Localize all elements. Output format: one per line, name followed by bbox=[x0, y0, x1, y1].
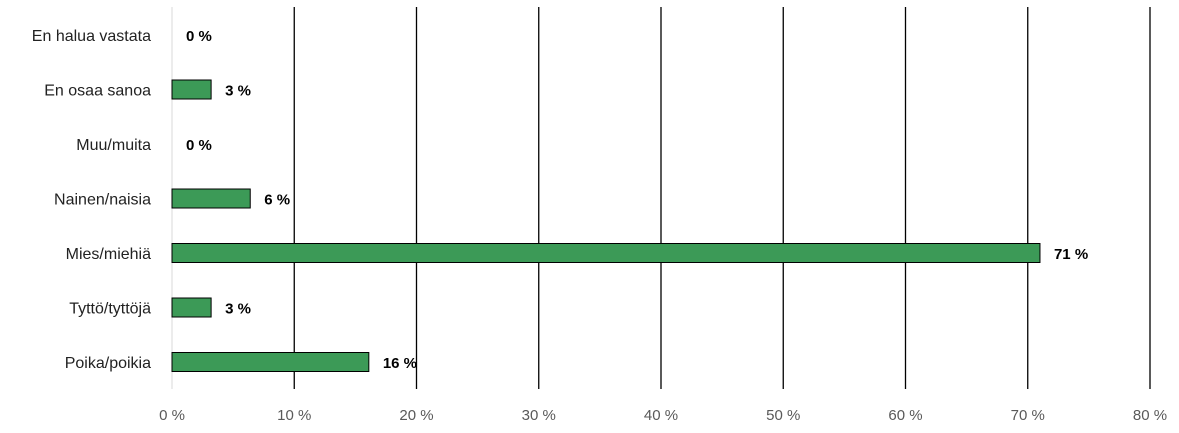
category-label: Nainen/naisia bbox=[54, 192, 151, 209]
x-tick-label: 0 % bbox=[159, 407, 185, 424]
x-tick-label: 70 % bbox=[1011, 407, 1045, 424]
category-label: En halua vastata bbox=[32, 28, 151, 45]
bar bbox=[171, 297, 212, 318]
x-tick-label: 20 % bbox=[399, 407, 433, 424]
bar bbox=[171, 188, 251, 209]
data-label: 16 % bbox=[383, 355, 417, 372]
x-tick-label: 40 % bbox=[644, 407, 678, 424]
x-tick-label: 30 % bbox=[522, 407, 556, 424]
x-tick-label: 80 % bbox=[1133, 407, 1167, 424]
bars bbox=[171, 79, 1041, 372]
data-label: 6 % bbox=[264, 192, 290, 209]
data-label: 0 % bbox=[186, 28, 212, 45]
x-tick-label: 10 % bbox=[277, 407, 311, 424]
category-label: Tyttö/tyttöjä bbox=[69, 301, 151, 318]
x-tick-label: 50 % bbox=[766, 407, 800, 424]
x-tick-label: 60 % bbox=[888, 407, 922, 424]
labels: 0 % 10 % 20 % 30 % 40 % 50 % 60 % 70 % 80 % En ha… bbox=[32, 28, 1167, 424]
data-label: 0 % bbox=[186, 137, 212, 154]
category-label: Muu/muita bbox=[76, 137, 151, 154]
bar bbox=[171, 243, 1041, 263]
bar bbox=[171, 352, 370, 372]
data-label: 3 % bbox=[225, 83, 251, 100]
grid-lines bbox=[171, 7, 1151, 389]
category-label: En osaa sanoa bbox=[44, 83, 151, 100]
data-label: 3 % bbox=[225, 301, 251, 318]
category-label: Poika/poikia bbox=[65, 355, 151, 372]
bar bbox=[171, 79, 212, 100]
data-label: 71 % bbox=[1054, 246, 1088, 263]
category-label: Mies/miehiä bbox=[66, 246, 151, 263]
